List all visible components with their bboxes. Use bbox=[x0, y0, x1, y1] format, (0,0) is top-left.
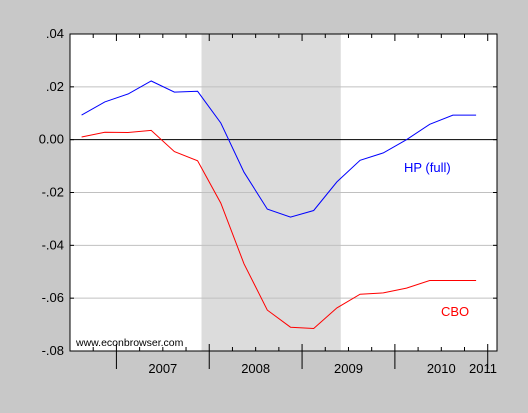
annotation-cbo: CBO bbox=[441, 304, 469, 319]
y-tick-label: -.02 bbox=[42, 185, 64, 200]
watermark: www.econbrowser.com bbox=[75, 337, 184, 349]
annotation-hp-full: HP (full) bbox=[404, 160, 451, 175]
x-tick-label: 2010 bbox=[427, 361, 456, 376]
x-tick-label: 2011 bbox=[469, 361, 497, 376]
x-axis: 2007 2008 2009 2010 2011 bbox=[69, 34, 497, 376]
y-tick-label: -.04 bbox=[42, 237, 64, 252]
x-tick-label: 2008 bbox=[241, 361, 270, 376]
y-tick-label: 0.00 bbox=[39, 132, 64, 147]
series-line-hp-full bbox=[81, 80, 477, 218]
y-tick-label: -.06 bbox=[42, 290, 64, 305]
series-line-cbo bbox=[81, 129, 477, 330]
y-tick-label: -.08 bbox=[42, 343, 64, 358]
y-tick-label: .02 bbox=[46, 79, 64, 94]
x-tick-label: 2007 bbox=[148, 361, 177, 376]
y-axis: .04 .02 0.00 -.02 -.04 -.06 -.08 bbox=[39, 26, 497, 358]
series-layer bbox=[81, 80, 477, 330]
y-tick-label: .04 bbox=[46, 26, 64, 41]
x-tick-label: 2009 bbox=[334, 361, 363, 376]
